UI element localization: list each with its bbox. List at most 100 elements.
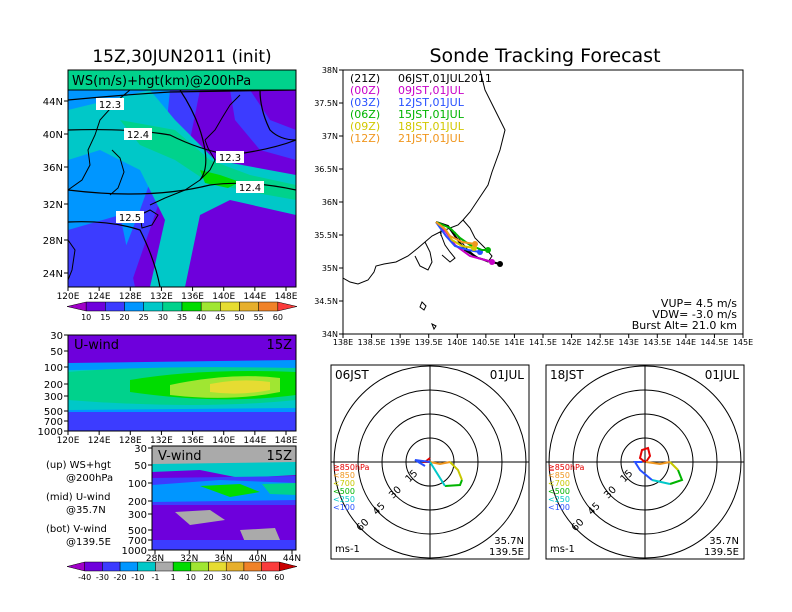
- colorbar-label: -30: [96, 573, 109, 582]
- lat-tick-label: 24N: [43, 269, 63, 280]
- ws-map-label: WS(m/s)+hgt(km)@200hPa: [72, 74, 251, 89]
- pressure-tick-label: 500: [128, 526, 147, 537]
- ws-lon-ticks: 120E 124E 128E 132E 136E 140E 144E 148E: [57, 287, 298, 302]
- colorbar-swatch: [172, 561, 192, 572]
- lat-tick-label: 34N: [322, 330, 338, 339]
- launch-jst: 21JST,01JUL: [398, 132, 465, 145]
- lon-tick-label: 128E: [119, 436, 142, 446]
- hodo2-date: 01JUL: [705, 368, 740, 382]
- param-burst: Burst Alt= 21.0 km: [632, 319, 737, 332]
- lat-tick-label: 44N: [43, 97, 63, 108]
- lat-tick-label: 35N: [322, 264, 338, 273]
- lat-tick-label: 40N: [43, 130, 63, 141]
- lon-tick-label: 140E: [212, 292, 235, 302]
- pressure-tick-label: 700: [128, 536, 147, 547]
- launch-jst: 09JST,01JUL: [398, 84, 465, 97]
- contour-label: 12.4: [239, 183, 261, 194]
- legend-line: @35.7N: [66, 505, 106, 516]
- lat-tick-label: 37.5N: [314, 99, 338, 108]
- colorbar-label: 45: [215, 313, 225, 322]
- track-lon-ticks: 138E 138.5E 139E 139.5E 140E 140.5E 141E 141.5E…: [333, 334, 753, 347]
- panel-legend: (up) WS+hgt @200hPa (mid) U-wind @35.7N …: [46, 460, 113, 548]
- legend-line: @200hPa: [66, 473, 113, 484]
- colorbar-swatch: [124, 301, 144, 312]
- pressure-tick-label: 1000: [38, 427, 63, 438]
- colorbar-label: 40: [196, 313, 206, 322]
- launch-utc: (09Z): [350, 120, 380, 133]
- right-title: Sonde Tracking Forecast: [429, 45, 660, 67]
- lon-tick-label: 148E: [275, 292, 298, 302]
- hodograph-18jst: [545, 364, 745, 560]
- pressure-tick-label: 200: [128, 497, 147, 508]
- hodo2-lon: 139.5E: [704, 547, 739, 558]
- pressure-tick-label: 500: [44, 407, 63, 418]
- uwind-lon-ticks: 120E 124E 128E 132E 136E 140E 144E 148E: [57, 431, 298, 446]
- colorbar-swatch: [258, 301, 279, 312]
- lon-tick-label: 141E: [504, 338, 524, 347]
- colorbar-label: 50: [257, 573, 267, 582]
- hodo2-lat: 35.7N: [709, 536, 739, 547]
- colorbar-label: 60: [273, 313, 283, 322]
- pressure-tick-label: 300: [44, 392, 63, 403]
- lat-tick-label: 36N: [214, 554, 232, 564]
- colorbar-label: 30: [158, 313, 168, 322]
- lon-tick-label: 144E: [676, 338, 696, 347]
- ws-map: 12.3 12.4 12.3 12.4 12.5: [68, 90, 296, 287]
- pressure-tick-label: 100: [128, 479, 147, 490]
- colorbar-swatch: [162, 301, 183, 312]
- vwind-section: [152, 446, 296, 550]
- contour-label: 12.3: [219, 153, 241, 164]
- lon-tick-label: 141.5E: [529, 338, 557, 347]
- hodo1-lon: 139.5E: [489, 547, 524, 558]
- colorbar-swatch: [119, 561, 139, 572]
- lat-tick-label: 28N: [146, 554, 164, 564]
- colorbar-swatch: [243, 561, 262, 572]
- colorbar-swatch: [277, 301, 298, 312]
- param-vup: VUP= 4.5 m/s: [661, 297, 737, 310]
- lon-tick-label: 136E: [181, 436, 204, 446]
- legend-line: (up) WS+hgt: [46, 460, 111, 471]
- lon-tick-label: 140E: [212, 436, 235, 446]
- pressure-tick-label: 50: [50, 347, 63, 358]
- lon-tick-label: 140E: [447, 338, 467, 347]
- lon-tick-label: 128E: [119, 292, 142, 302]
- colorbar-label: 15: [100, 313, 110, 322]
- colorbar-label: 20: [203, 573, 213, 582]
- colorbar-label: 1: [171, 573, 176, 582]
- lat-tick-label: 36N: [322, 198, 338, 207]
- colorbar-swatch: [155, 561, 174, 572]
- lat-tick-label: 36N: [43, 163, 63, 174]
- vwind-lat-ticks: 28N 32N 36N 40N 44N: [146, 550, 301, 564]
- pressure-legend-item: <850: [333, 471, 355, 480]
- vwind-label: V-wind: [158, 449, 202, 464]
- pressure-legend-item: <250: [333, 495, 355, 504]
- uwind-time: 15Z: [267, 338, 293, 353]
- colorbar-swatch: [239, 301, 259, 312]
- lon-tick-label: 140.5E: [472, 338, 500, 347]
- lon-tick-label: 142E: [561, 338, 581, 347]
- launch-legend: (21Z) 06JST,01JUL2011 (00Z) 09JST,01JUL (03Z…: [350, 72, 492, 145]
- ws-colorbar: 10 15 20 25 30 35 40 45 50 55 60: [66, 301, 298, 322]
- contour-label: 12.4: [127, 130, 149, 141]
- colorbar-swatch: [137, 561, 156, 572]
- lat-tick-label: 35.5N: [314, 231, 338, 240]
- lon-tick-label: 145E: [733, 338, 753, 347]
- lon-tick-label: 120E: [57, 436, 80, 446]
- colorbar-swatch: [105, 301, 125, 312]
- colorbar-label: -1: [151, 573, 159, 582]
- lat-tick-label: 37N: [322, 132, 338, 141]
- colorbar-label: -10: [131, 573, 144, 582]
- colorbar-swatch: [66, 561, 85, 572]
- colorbar-label: 55: [254, 313, 264, 322]
- launch-utc: (06Z): [350, 108, 380, 121]
- lon-tick-label: 138E: [333, 338, 353, 347]
- hodo2-unit: ms-1: [550, 544, 575, 555]
- lat-tick-label: 38N: [322, 66, 338, 75]
- lon-tick-label: 120E: [57, 292, 80, 302]
- lon-tick-label: 144.5E: [700, 338, 728, 347]
- launch-utc: (21Z): [350, 72, 380, 85]
- pressure-legend-item: <100: [548, 503, 570, 512]
- launch-jst: 15JST,01JUL: [398, 108, 465, 121]
